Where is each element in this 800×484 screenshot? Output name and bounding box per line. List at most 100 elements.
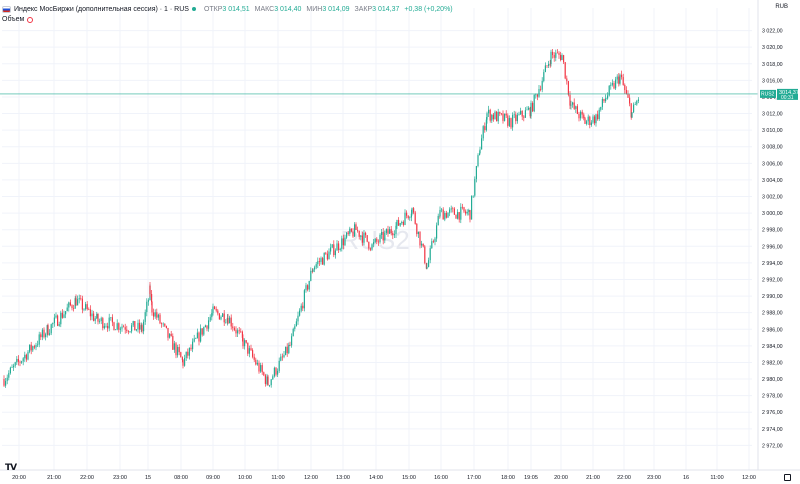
candle-body [308, 280, 310, 290]
candle-body [358, 230, 360, 237]
candle-body [127, 331, 129, 332]
candle-body [198, 332, 200, 342]
candle-body [472, 195, 474, 197]
volume-indicator[interactable]: Объем [2, 16, 34, 23]
y-tick-label: 2 984,00 [762, 344, 783, 350]
candle-body [563, 55, 565, 63]
x-tick-label: 15:00 [402, 475, 416, 481]
candle-body [46, 325, 48, 335]
settings-icon[interactable] [784, 474, 791, 481]
currency-label[interactable]: RUB [775, 4, 788, 10]
candle-body [354, 224, 356, 237]
candle-body [371, 244, 373, 250]
candle-body [80, 298, 82, 299]
candle-body [65, 311, 67, 315]
candle-body [385, 229, 387, 233]
x-tick-label: 09:00 [206, 475, 220, 481]
candle-body [453, 208, 455, 215]
candle-body [389, 229, 391, 234]
candle-body [269, 385, 271, 386]
candle-body [247, 342, 249, 354]
candle-body [94, 318, 96, 321]
candle-body [489, 109, 491, 121]
candle-body [333, 244, 335, 256]
candle-body [523, 116, 525, 118]
price-axis[interactable]: 3 022,00 3 020,00 3 018,00 3 016,00 3 014,00… [757, 0, 783, 470]
candle-body [590, 122, 592, 125]
candle-body [346, 232, 348, 238]
candle-body [419, 231, 421, 246]
candle-body [475, 166, 477, 179]
candle-body [395, 225, 397, 235]
candle-body [587, 116, 589, 122]
candle-body [129, 331, 131, 332]
time-axis[interactable]: 20:00 21:00 22:00 23:00 15 08:00 09:00 10:00 11:… [0, 469, 800, 481]
candle-body [526, 109, 528, 111]
candle-body [242, 337, 244, 347]
candle-body [297, 315, 299, 322]
x-tick-label: 23:00 [113, 475, 127, 481]
candle-body [303, 290, 305, 309]
y-tick-label: 2 992,00 [762, 277, 783, 283]
candle-body [320, 258, 322, 262]
candle-body [113, 322, 115, 331]
candle-body [68, 302, 70, 308]
candle-body [618, 76, 620, 84]
candle-body [529, 107, 531, 117]
candle-body [552, 51, 554, 56]
symbol-title[interactable]: Индекс МосБиржи (дополнительная сессия) … [14, 5, 189, 13]
x-tick-label: 21:00 [47, 475, 61, 481]
candle-body [474, 178, 476, 196]
candle-body [50, 324, 52, 334]
candle-body [530, 102, 532, 117]
tradingview-logo-icon[interactable]: TV [5, 463, 17, 473]
candle-body [173, 343, 175, 350]
candle-body [608, 85, 610, 96]
candle-body [233, 328, 235, 330]
candle-body [88, 309, 90, 310]
hidden-eye-icon[interactable] [27, 16, 34, 23]
candle-body [22, 358, 24, 362]
candle-body [270, 379, 272, 386]
x-tick-label: 16 [683, 475, 689, 481]
candle-body [484, 126, 486, 131]
candle-body [99, 320, 101, 322]
candle-body [19, 361, 21, 363]
candle-body [549, 63, 551, 65]
price-series[interactable] [3, 49, 639, 388]
candle-body [153, 312, 155, 317]
candle-body [33, 346, 35, 348]
candle-body [581, 111, 583, 115]
candle-body [214, 306, 216, 310]
candle-body [629, 97, 631, 104]
candle-body [165, 325, 167, 328]
candle-body [132, 321, 134, 326]
candle-body [357, 229, 359, 231]
y-tick-label: 2 978,00 [762, 394, 783, 400]
candle-body [569, 94, 571, 106]
candle-body [398, 220, 400, 226]
candle-body [528, 107, 530, 110]
candle-body [631, 112, 633, 118]
candle-body [390, 229, 392, 234]
candle-body [170, 333, 172, 336]
candle-body [135, 329, 137, 331]
candle-body [533, 94, 535, 112]
candle-body [361, 235, 363, 243]
candle-body [140, 325, 142, 330]
candle-body [209, 317, 211, 321]
low-label: МИН [306, 5, 323, 13]
candle-body [73, 308, 75, 309]
candle-body [317, 261, 319, 265]
y-tick-label: 2 990,00 [762, 294, 783, 300]
candle-body [605, 98, 607, 100]
candle-body [162, 323, 164, 325]
candle-body [424, 246, 426, 263]
candle-body [567, 81, 569, 95]
y-tick-label: 3 022,00 [762, 29, 783, 35]
candle-body [182, 359, 184, 366]
candle-body [449, 209, 451, 213]
x-tick-label: 12:00 [304, 475, 318, 481]
candle-body [381, 232, 383, 235]
